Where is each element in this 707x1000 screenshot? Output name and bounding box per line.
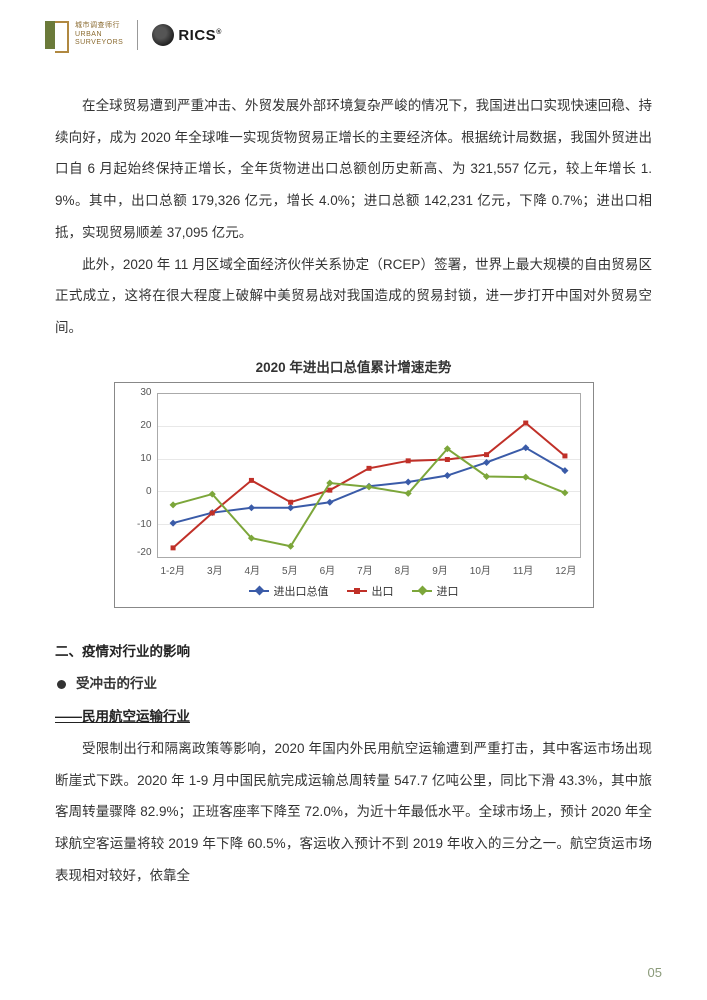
x-tick-label: 7月 [357, 562, 373, 577]
x-tick-label: 8月 [395, 562, 411, 577]
paragraph-2: 此外，2020 年 11 月区域全面经济伙伴关系协定（RCEP）签署，世界上最大… [55, 249, 652, 344]
section-2-title: 二、疫情对行业的影响 [55, 636, 652, 668]
legend-item-total: 进出口总值 [249, 583, 329, 599]
chart-container: 30 20 10 0 -10 -20 1-2月 3月 [55, 382, 652, 608]
chart-svg [158, 394, 580, 557]
x-tick-label: 5月 [282, 562, 298, 577]
logo1-line2: URBAN [75, 31, 123, 39]
chart-plot-area: 30 20 10 0 -10 -20 [157, 393, 581, 558]
x-tick-label: 9月 [432, 562, 448, 577]
legend-marker-red [347, 590, 367, 592]
rics-lion-icon [152, 24, 174, 46]
logo1-line1: 城市调查师行 [75, 22, 123, 30]
rics-text: RICS® [178, 27, 222, 44]
legend-marker-green [412, 590, 432, 592]
paragraph-1: 在全球贸易遭到严重冲击、外贸发展外部环境复杂严峻的情况下，我国进出口实现快速回稳… [55, 90, 652, 249]
bullet-dot-icon [57, 680, 66, 689]
x-tick-label: 3月 [207, 562, 223, 577]
chart-box: 30 20 10 0 -10 -20 1-2月 3月 [114, 382, 594, 608]
chart-gridlines [158, 426, 580, 524]
logo-divider [137, 20, 138, 50]
x-tick-label: 12月 [555, 562, 576, 577]
x-axis-labels: 1-2月 3月 4月 5月 6月 7月 8月 9月 10月 11月 12月 [157, 558, 581, 577]
urban-surveyors-logo: 城市调查师行 URBAN SURVEYORS [45, 21, 123, 49]
x-tick-label: 1-2月 [161, 562, 185, 577]
urban-surveyors-text: 城市调查师行 URBAN SURVEYORS [75, 22, 123, 47]
subheading-aviation: ——民用航空运输行业 [55, 701, 652, 733]
legend-item-import: 进口 [412, 583, 459, 599]
x-tick-label: 10月 [470, 562, 491, 577]
paragraph-3: 受限制出行和隔离政策等影响，2020 年国内外民用航空运输遭到严重打击，其中客运… [55, 733, 652, 892]
bullet-impacted-industries: 受冲击的行业 [55, 668, 652, 700]
x-tick-label: 6月 [320, 562, 336, 577]
logo1-line3: SURVEYORS [75, 39, 123, 47]
chart-title: 2020 年进出口总值累计增速走势 [55, 356, 652, 376]
x-tick-label: 11月 [513, 562, 533, 577]
rics-logo: RICS® [152, 24, 222, 46]
x-tick-label: 4月 [244, 562, 260, 577]
page-content: 在全球贸易遭到严重冲击、外贸发展外部环境复杂严峻的情况下，我国进出口实现快速回稳… [0, 60, 707, 892]
chart-legend: 进出口总值 出口 进口 [127, 583, 581, 601]
urban-surveyors-mark [45, 21, 69, 49]
page-number: 05 [648, 965, 662, 980]
y-axis-labels: 30 20 10 0 -10 -20 [124, 387, 154, 565]
legend-marker-blue [249, 590, 269, 592]
legend-item-export: 出口 [347, 583, 394, 599]
page-header: 城市调查师行 URBAN SURVEYORS RICS® [0, 0, 707, 60]
